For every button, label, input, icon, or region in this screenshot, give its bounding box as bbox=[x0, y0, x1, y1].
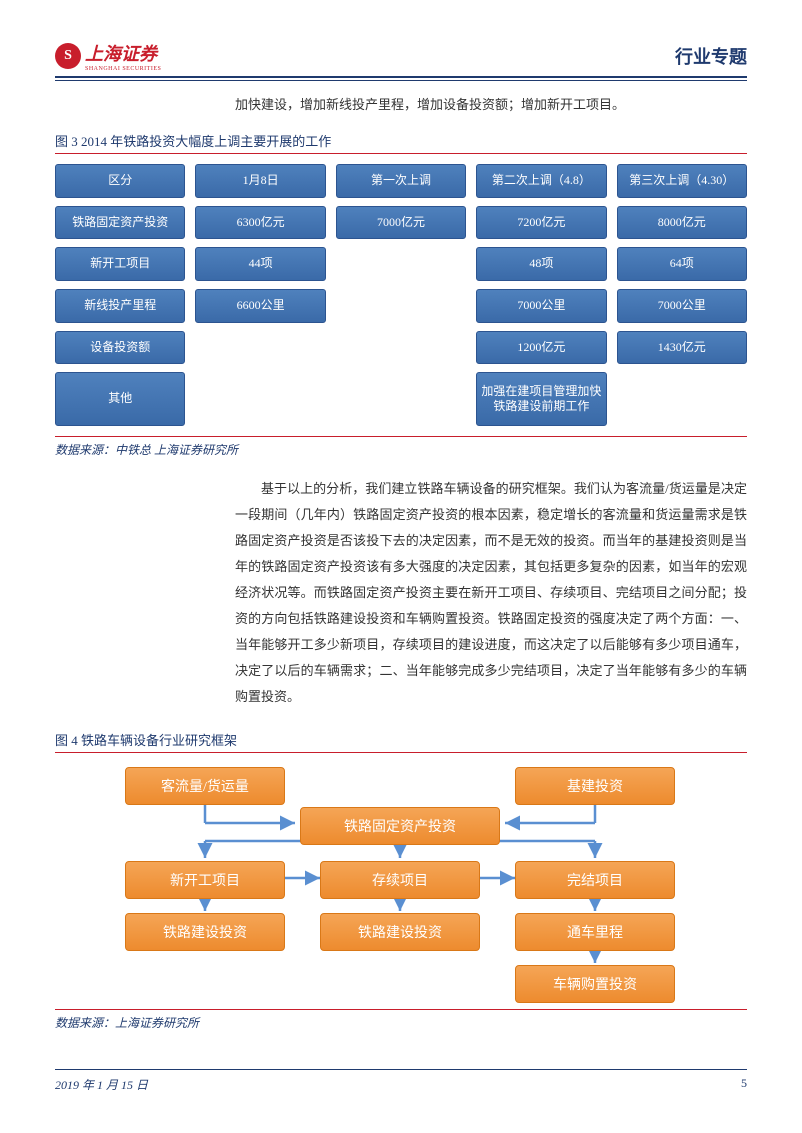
table-cell bbox=[617, 372, 747, 426]
table-cell: 1月8日 bbox=[195, 164, 325, 198]
figure-3-title: 图 3 2014 年铁路投资大幅度上调主要开展的工作 bbox=[55, 131, 747, 154]
figure-4-title: 图 4 铁路车辆设备行业研究框架 bbox=[55, 730, 747, 753]
logo-subtext: SHANGHAI SECURITIES bbox=[85, 66, 161, 72]
figure-3-table: 区分 1月8日第一次上调第二次上调（4.8） 第三次上调（4.30） 铁路固定资产投资… bbox=[55, 164, 747, 426]
flow-box-rail-invest-2: 铁路建设投资 bbox=[320, 913, 480, 951]
analysis-paragraph: 基于以上的分析，我们建立铁路车辆设备的研究框架。我们认为客流量/货运量是决定一段… bbox=[235, 476, 747, 710]
table-cell: 7200亿元 bbox=[476, 206, 606, 240]
figure-4-flowchart: 客流量/货运量 基建投资 铁路固定资产投资 新开工项目 存续项目 完结项目 铁路… bbox=[55, 763, 747, 1003]
table-cell: 第二次上调（4.8） bbox=[476, 164, 606, 198]
logo-text: 上海证券 bbox=[85, 40, 161, 66]
table-cell: 设备投资额 bbox=[55, 331, 185, 365]
table-cell bbox=[195, 372, 325, 426]
table-cell bbox=[195, 331, 325, 365]
flow-box-new-projects: 新开工项目 bbox=[125, 861, 285, 899]
table-cell: 第一次上调 bbox=[336, 164, 466, 198]
table-cell: 铁路固定资产投资 bbox=[55, 206, 185, 240]
table-cell: 其他 bbox=[55, 372, 185, 426]
table-cell: 8000亿元 bbox=[617, 206, 747, 240]
flow-box-infra-invest: 基建投资 bbox=[515, 767, 675, 805]
footer-rule bbox=[55, 1069, 747, 1070]
table-cell: 6300亿元 bbox=[195, 206, 325, 240]
table-cell bbox=[336, 247, 466, 281]
table-cell: 区分 bbox=[55, 164, 185, 198]
footer-date: 2019 年 1 月 15 日 bbox=[55, 1076, 148, 1093]
table-cell: 新线投产里程 bbox=[55, 289, 185, 323]
figure-4-source: 数据来源：上海证券研究所 bbox=[55, 1009, 747, 1031]
table-cell: 加强在建项目管理加快铁路建设前期工作 bbox=[476, 372, 606, 426]
flow-box-ongoing-projects: 存续项目 bbox=[320, 861, 480, 899]
flow-box-complete-projects: 完结项目 bbox=[515, 861, 675, 899]
logo-icon: S bbox=[55, 43, 81, 69]
intro-text: 加快建设，增加新线投产里程，增加设备投资额；增加新开工项目。 bbox=[235, 93, 747, 118]
table-cell bbox=[336, 289, 466, 323]
table-cell: 44项 bbox=[195, 247, 325, 281]
header-rule-thin bbox=[55, 80, 747, 81]
page-header: S 上海证券 SHANGHAI SECURITIES 行业专题 bbox=[55, 40, 747, 72]
header-rule bbox=[55, 76, 747, 78]
flow-box-mileage: 通车里程 bbox=[515, 913, 675, 951]
table-cell: 1200亿元 bbox=[476, 331, 606, 365]
table-cell: 7000公里 bbox=[476, 289, 606, 323]
document-type: 行业专题 bbox=[675, 43, 747, 69]
table-cell bbox=[336, 372, 466, 426]
flow-box-traffic: 客流量/货运量 bbox=[125, 767, 285, 805]
table-cell: 7000亿元 bbox=[336, 206, 466, 240]
table-cell: 48项 bbox=[476, 247, 606, 281]
table-cell bbox=[336, 331, 466, 365]
table-cell: 6600公里 bbox=[195, 289, 325, 323]
flow-box-vehicle-purchase: 车辆购置投资 bbox=[515, 965, 675, 1003]
table-cell: 第三次上调（4.30） bbox=[617, 164, 747, 198]
table-cell: 64项 bbox=[617, 247, 747, 281]
table-cell: 7000公里 bbox=[617, 289, 747, 323]
flow-box-rail-invest-1: 铁路建设投资 bbox=[125, 913, 285, 951]
table-cell: 新开工项目 bbox=[55, 247, 185, 281]
logo: S 上海证券 SHANGHAI SECURITIES bbox=[55, 40, 161, 72]
page-footer: 2019 年 1 月 15 日 5 bbox=[55, 1069, 747, 1093]
table-cell: 1430亿元 bbox=[617, 331, 747, 365]
figure-3-source: 数据来源：中铁总 上海证券研究所 bbox=[55, 436, 747, 458]
flow-box-fixed-asset: 铁路固定资产投资 bbox=[300, 807, 500, 845]
footer-page-number: 5 bbox=[741, 1076, 747, 1093]
